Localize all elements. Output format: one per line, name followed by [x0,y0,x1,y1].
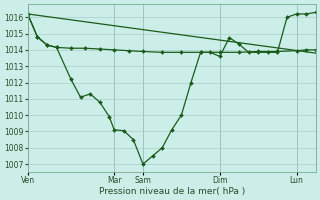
X-axis label: Pression niveau de la mer( hPa ): Pression niveau de la mer( hPa ) [99,187,245,196]
